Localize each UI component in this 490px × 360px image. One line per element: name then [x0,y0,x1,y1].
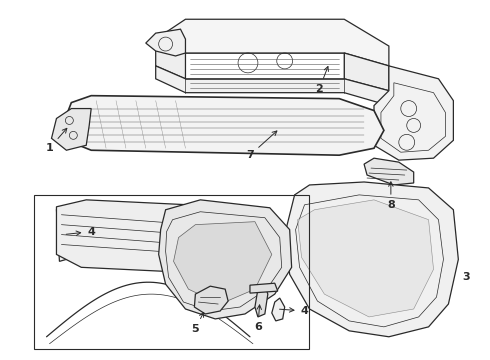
Polygon shape [156,66,389,105]
Bar [34,195,310,349]
Text: 5: 5 [192,312,203,334]
Polygon shape [156,39,185,79]
Text: 4: 4 [279,306,309,316]
Text: 1: 1 [46,129,67,153]
Polygon shape [255,285,268,317]
Polygon shape [374,66,453,160]
Polygon shape [56,200,275,274]
Polygon shape [272,298,285,321]
Text: 7: 7 [246,131,277,160]
Polygon shape [156,19,389,66]
Polygon shape [364,158,414,185]
Polygon shape [146,29,185,56]
Polygon shape [285,182,458,337]
Polygon shape [159,200,292,319]
Polygon shape [195,286,228,314]
Text: 3: 3 [463,272,470,282]
Polygon shape [173,222,272,304]
Text: 4: 4 [66,226,95,237]
Polygon shape [66,96,384,155]
Polygon shape [51,109,91,150]
Polygon shape [250,283,278,293]
Text: 2: 2 [316,67,328,94]
Polygon shape [56,207,66,261]
Text: 8: 8 [387,182,395,210]
Polygon shape [297,200,434,317]
Polygon shape [344,53,389,91]
Text: 6: 6 [254,305,262,332]
